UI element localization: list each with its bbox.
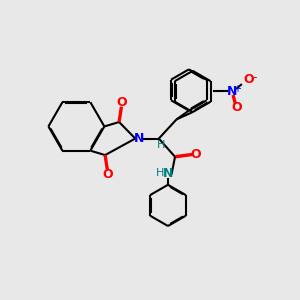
Text: O: O (116, 96, 127, 110)
Text: -: - (252, 71, 257, 84)
Text: +: + (233, 83, 242, 94)
Text: O: O (232, 101, 242, 114)
Text: N: N (134, 132, 144, 145)
Text: H: H (156, 168, 164, 178)
Text: N: N (227, 85, 238, 98)
Text: O: O (102, 168, 113, 181)
Text: N: N (163, 167, 173, 180)
Text: O: O (190, 148, 201, 161)
Text: O: O (243, 73, 254, 86)
Text: H: H (157, 140, 165, 150)
